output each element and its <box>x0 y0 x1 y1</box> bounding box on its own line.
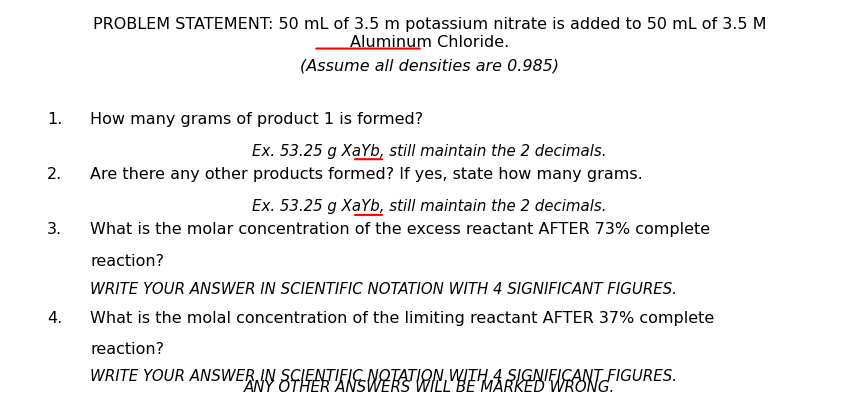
Text: 1.: 1. <box>47 112 63 127</box>
Text: Ex. 53.25 g XaYb, still maintain the 2 decimals.: Ex. 53.25 g XaYb, still maintain the 2 d… <box>253 144 606 159</box>
Text: reaction?: reaction? <box>90 254 164 269</box>
Text: Are there any other products formed? If yes, state how many grams.: Are there any other products formed? If … <box>90 167 643 182</box>
Text: What is the molar concentration of the excess reactant AFTER 73% complete: What is the molar concentration of the e… <box>90 222 710 237</box>
Text: 3.: 3. <box>47 222 63 237</box>
Text: WRITE YOUR ANSWER IN SCIENTIFIC NOTATION WITH 4 SIGNIFICANT FIGURES.: WRITE YOUR ANSWER IN SCIENTIFIC NOTATION… <box>90 282 677 297</box>
Text: WRITE YOUR ANSWER IN SCIENTIFIC NOTATION WITH 4 SIGNIFICANT FIGURES.: WRITE YOUR ANSWER IN SCIENTIFIC NOTATION… <box>90 369 677 384</box>
Text: 4.: 4. <box>47 311 63 326</box>
Text: 2.: 2. <box>47 167 63 182</box>
Text: ANY OTHER ANSWERS WILL BE MARKED WRONG.: ANY OTHER ANSWERS WILL BE MARKED WRONG. <box>244 380 615 395</box>
Text: Ex. 53.25 g XaYb, still maintain the 2 decimals.: Ex. 53.25 g XaYb, still maintain the 2 d… <box>253 199 606 214</box>
Text: How many grams of product 1 is formed?: How many grams of product 1 is formed? <box>90 112 423 127</box>
Text: PROBLEM STATEMENT: 50 mL of 3.5 m potassium nitrate is added to 50 mL of 3.5 M: PROBLEM STATEMENT: 50 mL of 3.5 m potass… <box>93 17 766 32</box>
Text: Aluminum Chloride.: Aluminum Chloride. <box>350 35 509 50</box>
Text: (Assume all densities are 0.985): (Assume all densities are 0.985) <box>300 59 559 74</box>
Text: reaction?: reaction? <box>90 342 164 357</box>
Text: What is the molal concentration of the limiting reactant AFTER 37% complete: What is the molal concentration of the l… <box>90 311 715 326</box>
